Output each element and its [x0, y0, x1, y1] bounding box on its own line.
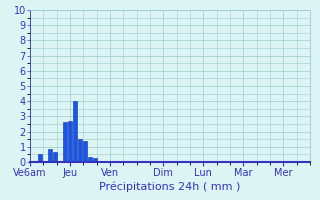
Bar — [88, 157, 92, 162]
Bar — [48, 149, 52, 162]
X-axis label: Précipitations 24h ( mm ): Précipitations 24h ( mm ) — [99, 182, 241, 192]
Bar — [78, 139, 82, 162]
Bar — [83, 141, 87, 162]
Bar — [93, 158, 97, 162]
Bar — [53, 152, 57, 162]
Bar — [38, 154, 42, 162]
Bar — [68, 121, 72, 162]
Bar — [73, 101, 77, 162]
Bar — [63, 122, 67, 162]
